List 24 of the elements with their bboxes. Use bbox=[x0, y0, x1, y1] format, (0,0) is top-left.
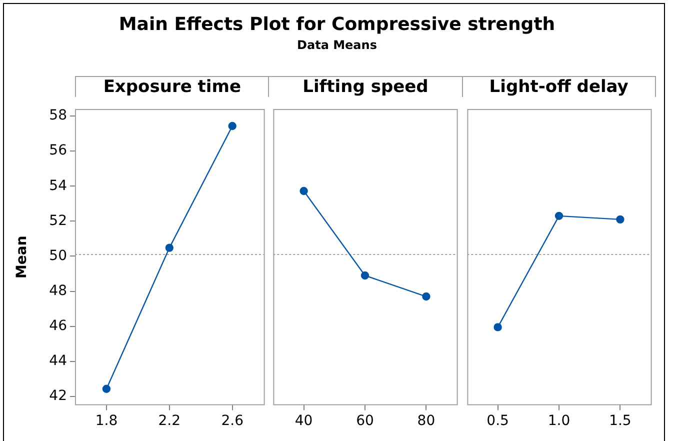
chart-subtitle: Data Means bbox=[296, 38, 378, 52]
x-tick-label: 2.6 bbox=[221, 413, 244, 430]
y-tick-label: 46 bbox=[49, 318, 68, 334]
y-tick-label: 52 bbox=[49, 212, 67, 229]
y-axis-title: Mean bbox=[14, 236, 30, 279]
y-tick-label: 50 bbox=[49, 248, 67, 264]
x-axis-title: Exposure time bbox=[75, 76, 270, 97]
x-axis-title: Light-off delay bbox=[462, 76, 656, 97]
x-tick-label: 2.2 bbox=[158, 413, 181, 430]
chart-title: Main Effects Plot for Compressive strength bbox=[118, 14, 556, 35]
x-tick-label: 0.5 bbox=[486, 413, 509, 430]
y-tick-label: 42 bbox=[49, 388, 67, 404]
y-tick-label: 54 bbox=[49, 178, 68, 194]
x-tick-label: 60 bbox=[356, 413, 374, 430]
x-tick-label: 80 bbox=[418, 413, 436, 430]
x-tick-label: 1.0 bbox=[548, 413, 570, 430]
x-tick-label: 1.5 bbox=[608, 413, 631, 430]
x-tick-label: 1.8 bbox=[95, 413, 118, 430]
y-tick-label: 44 bbox=[49, 353, 68, 370]
x-tick-label: 40 bbox=[295, 413, 314, 430]
y-tick-label: 58 bbox=[49, 108, 67, 124]
x-axis-title: Lifting speed bbox=[268, 76, 463, 97]
y-tick-label: 56 bbox=[49, 142, 68, 159]
y-tick-label: 48 bbox=[49, 282, 67, 299]
